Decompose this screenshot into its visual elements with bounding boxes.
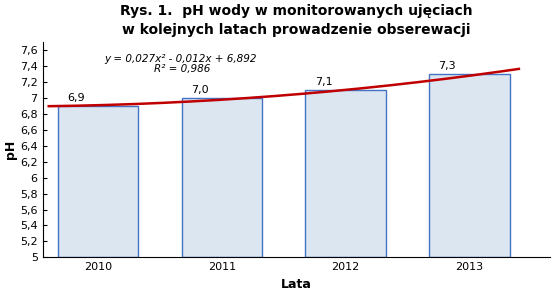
Text: R² = 0,986: R² = 0,986 [154, 64, 211, 74]
Title: Rys. 1.  pH wody w monitorowanych ujęciach
w kolejnych latach prowadzenie obsere: Rys. 1. pH wody w monitorowanych ujęciac… [120, 4, 473, 37]
Bar [305, 90, 386, 258]
X-axis label: Lata: Lata [281, 278, 312, 291]
Text: 6,9: 6,9 [67, 93, 85, 103]
Bar [429, 74, 510, 258]
Text: y = 0,027x² - 0,012x + 6,892: y = 0,027x² - 0,012x + 6,892 [104, 54, 257, 64]
Bar [182, 98, 262, 258]
Text: 7,3: 7,3 [438, 61, 456, 71]
Text: 7,1: 7,1 [315, 77, 332, 87]
Bar [58, 106, 138, 258]
Y-axis label: pH: pH [4, 140, 17, 159]
Text: 7,0: 7,0 [191, 85, 208, 95]
